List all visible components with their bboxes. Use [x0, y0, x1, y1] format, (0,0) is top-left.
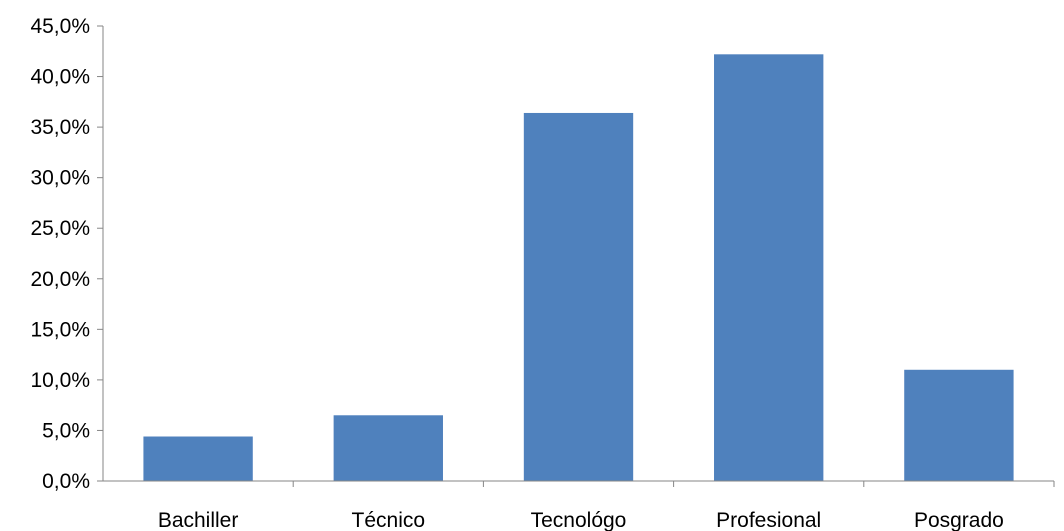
- bar-bachiller: [143, 436, 253, 481]
- y-tick-label: 30,0%: [30, 167, 90, 190]
- y-tick-label: 40,0%: [30, 66, 90, 89]
- bar-técnico: [333, 415, 443, 481]
- x-tick-label: Bachiller: [158, 509, 239, 531]
- y-tick-label: 0,0%: [42, 470, 90, 493]
- y-axis-ticks: 0,0% 5,0% 10,0% 15,0% 20,0% 25,0% 30,0% 35,0% 40…: [30, 15, 103, 493]
- bar-profesional: [714, 54, 824, 482]
- x-tick-label: Tecnológo: [531, 509, 627, 531]
- x-tick-label: Posgrado: [914, 509, 1004, 531]
- bar-posgrado: [904, 369, 1014, 481]
- y-tick-label: 45,0%: [30, 15, 90, 38]
- y-tick-label: 10,0%: [30, 369, 90, 392]
- x-axis-labels: Bachiller Técnico Tecnológo Profesional Posg…: [158, 481, 1055, 531]
- y-tick-label: 20,0%: [30, 268, 90, 291]
- y-tick-label: 5,0%: [42, 419, 90, 442]
- y-tick-label: 35,0%: [30, 116, 90, 139]
- bar-tecnológo: [523, 112, 634, 482]
- x-tick-label: Profesional: [716, 509, 821, 531]
- axes-group: [97, 26, 1054, 482]
- y-tick-label: 25,0%: [30, 217, 90, 240]
- y-tick-label: 15,0%: [30, 318, 90, 341]
- x-tick-label: Técnico: [352, 509, 426, 531]
- bars-group: [143, 54, 1014, 482]
